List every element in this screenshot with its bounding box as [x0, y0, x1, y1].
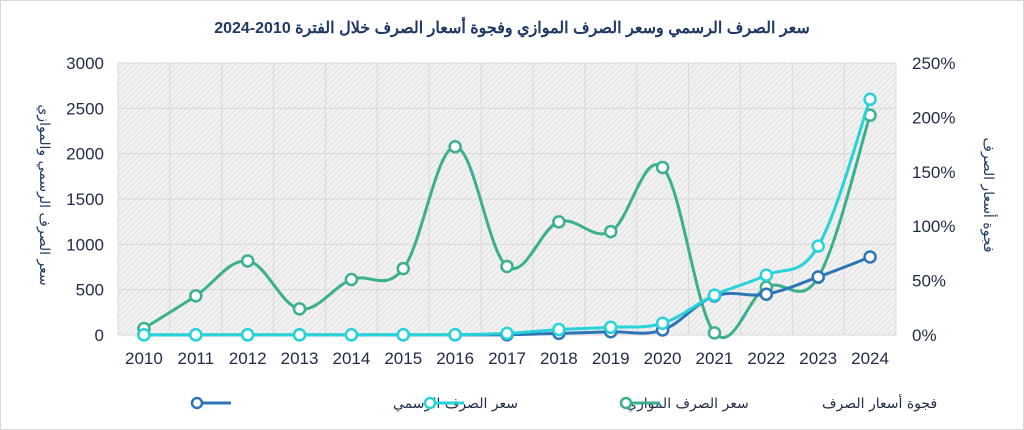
series-point [396, 328, 411, 342]
x-axis-tick-label: 2019 [592, 349, 630, 368]
series-point [811, 239, 825, 253]
series-point [603, 320, 618, 335]
left-axis-tick-label: 1000 [66, 235, 104, 254]
x-axis-tick-label: 2022 [747, 349, 785, 368]
series-point [707, 288, 722, 302]
legend: سعر الصرف الرسمي سعر الصرف الموازي فجوة أس… [190, 394, 937, 412]
series-point [500, 259, 514, 274]
series-point [240, 254, 255, 268]
series-point [292, 302, 307, 316]
x-axis-tick-label: 2016 [436, 349, 474, 368]
series-point [396, 261, 411, 276]
series-layer [137, 92, 877, 342]
series-point [603, 224, 618, 239]
legend-marker [619, 396, 633, 410]
series-point [240, 328, 255, 342]
legend-label: سعر الصرف الموازي [626, 396, 749, 412]
series-point [552, 215, 566, 229]
x-axis-tick-label: 2014 [332, 349, 370, 368]
left-axis-title: سعر الصرف الرسمي والموازي [36, 104, 52, 285]
legend-item: سعر الصرف الرسمي [190, 396, 518, 412]
legend-label: فجوة أسعار الصرف [822, 394, 937, 412]
right-axis-tick-label: 0% [912, 326, 937, 345]
x-axis-tick-label: 2015 [384, 349, 422, 368]
x-axis-tick-label: 2024 [851, 349, 889, 368]
series-2 [137, 92, 877, 342]
right-axis-tick-label: 150% [912, 163, 955, 182]
x-axis-tick-label: 2020 [644, 349, 682, 368]
legend-item: فجوة أسعار الصرف [619, 394, 937, 412]
series-point [344, 328, 359, 342]
legend-marker [190, 396, 204, 410]
legend-item: سعر الصرف الموازي [423, 396, 749, 412]
left-axis-tick-label: 500 [76, 281, 104, 300]
right-axis-tick-label: 100% [912, 217, 955, 236]
series-point [189, 289, 203, 303]
right-axis-tick-label: 250% [912, 54, 955, 73]
series-point [552, 322, 566, 337]
series-point [707, 326, 722, 340]
series-point [137, 328, 151, 342]
series-point [811, 270, 825, 284]
left-axis-tick-label: 2000 [66, 145, 104, 164]
left-axis-tick-label: 3000 [66, 54, 104, 73]
left-axis-ticks: 0 500 1000 1500 2000 2500 3000 [66, 54, 104, 345]
right-axis-title: فجوة أسعار الصرف [980, 137, 998, 252]
x-axis-tick-label: 2010 [125, 349, 163, 368]
series-point [292, 328, 307, 342]
series-point [448, 140, 462, 154]
left-axis-tick-label: 0 [95, 326, 104, 345]
series-point [655, 316, 670, 330]
x-axis-tick-label: 2017 [488, 349, 526, 368]
right-axis-ticks: 0% 50% 100% 150% 200% 250% [912, 54, 955, 345]
right-axis-tick-label: 200% [912, 108, 955, 127]
x-axis-tick-label: 2018 [540, 349, 578, 368]
x-axis-tick-label: 2013 [281, 349, 319, 368]
series-point [189, 328, 203, 342]
series-point [500, 326, 514, 341]
chart-title: سعر الصرف الرسمي وسعر الصرف الموازي وفجو… [214, 16, 810, 38]
x-axis-ticks: 2010 2011 2012 2013 2014 2015 2016 2017 2018 2019… [125, 349, 889, 368]
series-point [759, 287, 774, 301]
series-point [759, 268, 774, 282]
series-point [448, 327, 462, 342]
x-axis-tick-label: 2023 [799, 349, 837, 368]
series-point [655, 160, 670, 175]
series-point [863, 250, 877, 264]
right-axis-tick-label: 50% [912, 272, 946, 291]
left-axis-tick-label: 2500 [66, 99, 104, 118]
x-axis-tick-label: 2012 [229, 349, 267, 368]
series-point [344, 272, 359, 287]
x-axis-tick-label: 2011 [178, 349, 215, 368]
left-axis-tick-label: 1500 [66, 190, 104, 209]
x-axis-tick-label: 2021 [696, 349, 734, 368]
series-point [863, 92, 877, 107]
legend-marker [423, 396, 437, 410]
